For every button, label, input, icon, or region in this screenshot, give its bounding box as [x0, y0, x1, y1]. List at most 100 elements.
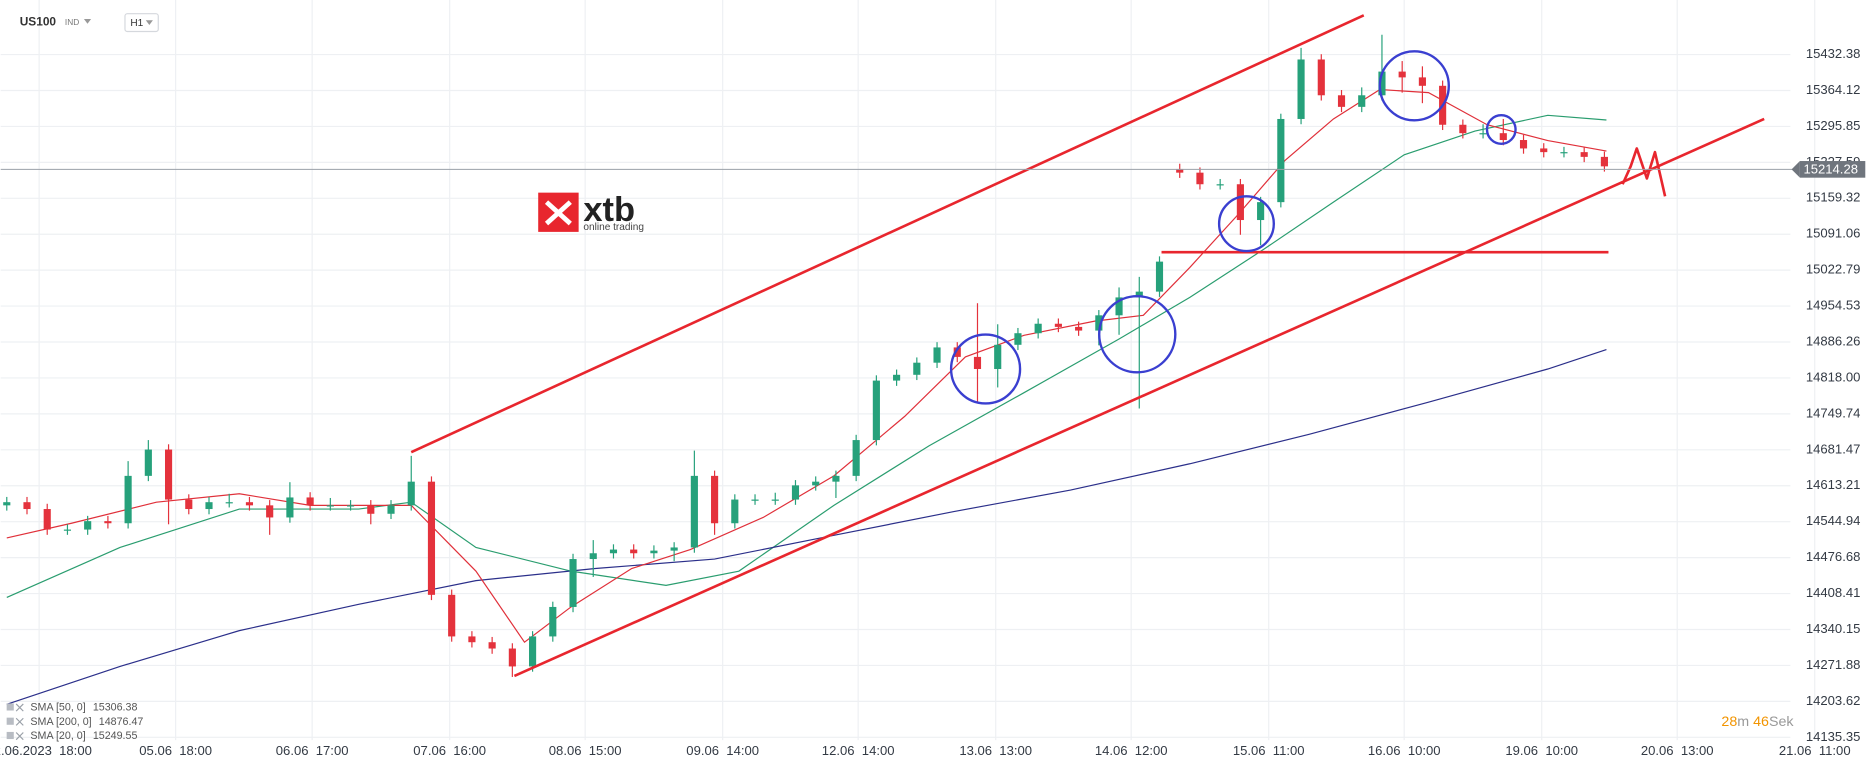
candle-body [893, 374, 901, 381]
logo-tagline: online trading [583, 222, 644, 233]
timeframe-box[interactable] [124, 13, 159, 33]
highlight-circle [1098, 295, 1177, 374]
candle-body [872, 380, 880, 441]
dropdown-arrow[interactable] [145, 20, 153, 25]
legend-entry: SMA [50, 0] 15306.38 [30, 701, 137, 713]
candle-body [1196, 172, 1204, 185]
candle-body [549, 606, 557, 637]
y-tick-label: 14135.35 [1806, 729, 1861, 744]
candle-body [1418, 77, 1426, 86]
x-tick-label: 07.06 16:00 [413, 743, 486, 758]
timer-seconds: 46 [1753, 714, 1769, 730]
y-tick-label: 14749.74 [1806, 405, 1861, 420]
candle-body [468, 636, 476, 643]
timer-seconds-unit: Sek [1769, 714, 1794, 730]
legend-name: SMA [20, 0] [30, 730, 85, 742]
candle-body [488, 642, 496, 649]
timer-minutes-unit: m [1737, 714, 1749, 730]
candle-body [711, 475, 719, 524]
candle-body [306, 497, 314, 506]
candle-body [569, 559, 577, 607]
candle-body [84, 521, 92, 530]
candle-body [1014, 333, 1022, 345]
candle-body [448, 594, 456, 637]
candle-body [1358, 95, 1366, 107]
y-tick-label: 14613.21 [1806, 477, 1861, 492]
candle-body [1054, 323, 1062, 327]
legend-icon [6, 717, 14, 725]
header: US100 IND H1 [20, 13, 159, 33]
y-tick-label: 15364.12 [1806, 82, 1861, 97]
candle-body [913, 362, 921, 375]
last-price-pointer [1791, 161, 1800, 178]
timer-minutes: 28 [1721, 714, 1737, 730]
candle-body [953, 347, 961, 357]
dropdown-arrow[interactable] [83, 19, 92, 24]
candle-body [994, 344, 1002, 370]
candle-body [367, 505, 375, 514]
candle-body [347, 505, 355, 507]
candle-body [1479, 133, 1487, 135]
candle-body [1095, 315, 1103, 331]
legend-value: 15306.38 [93, 701, 138, 713]
candle-body [407, 481, 415, 506]
x-tick-label: 09.06 14:00 [686, 743, 759, 758]
candle-body [1317, 59, 1325, 96]
last-price-box [1799, 161, 1866, 178]
y-tick-label: 15295.85 [1806, 118, 1861, 133]
candle-body [1499, 133, 1507, 141]
x-tick-label: 02.06.2023 18:00 [0, 743, 92, 758]
candle-body [589, 553, 597, 560]
y-tick-label: 14954.53 [1806, 298, 1861, 313]
candle-body [1075, 326, 1083, 331]
logo-brand: xtb [583, 191, 635, 229]
candle-body [1600, 156, 1608, 167]
candle-body [508, 648, 516, 667]
candle-body [185, 499, 193, 510]
candle-body [1216, 184, 1224, 186]
candle-body [1337, 95, 1346, 107]
candle-body [245, 502, 254, 506]
candle-body [1459, 124, 1467, 134]
x-tick-label: 14.06 12:00 [1095, 743, 1168, 758]
candle-body [1540, 148, 1548, 153]
x-tick-label: 12.06 14:00 [822, 743, 895, 758]
candle-body [973, 356, 982, 370]
trend-line [513, 117, 1765, 678]
grid [0, 0, 1816, 741]
candle-body [3, 502, 11, 506]
x-tick-label: 21.06 11:00 [1779, 743, 1851, 758]
candle-body [1519, 140, 1528, 149]
candle-body [1155, 261, 1164, 292]
logo-x [544, 200, 572, 226]
candle-body [427, 481, 436, 595]
legend-close-icon [15, 717, 24, 726]
candle-body [124, 475, 132, 524]
candle-body [791, 485, 800, 500]
highlight-circle [1485, 114, 1517, 145]
x-tick-label: 16.06 10:00 [1368, 743, 1441, 758]
x-tick-label: 19.06 10:00 [1505, 743, 1578, 758]
candle-body [1176, 168, 1184, 173]
symbol[interactable]: US100 [20, 15, 57, 29]
candle-body [933, 347, 941, 363]
candle-body [1115, 297, 1123, 316]
candle-body [1135, 291, 1143, 298]
y-tick-label: 14886.26 [1806, 333, 1861, 348]
candle-body [812, 481, 820, 486]
timeframe[interactable]: H1 [130, 18, 143, 29]
candle-body [1277, 118, 1285, 203]
legend-value: 14876.47 [99, 716, 144, 728]
last-price-label: 15214.28 [1803, 161, 1858, 176]
candle-body [1580, 152, 1588, 157]
candle-body [266, 505, 274, 518]
logo: xtb online trading [538, 191, 644, 233]
market[interactable]: IND [65, 17, 79, 27]
candle-body [1257, 202, 1265, 221]
y-tick-label: 15022.79 [1806, 262, 1861, 277]
x-tick-label: 20.06 13:00 [1641, 743, 1714, 758]
legend-entry: SMA [200, 0] 14876.47 [30, 716, 143, 728]
candle-body [1378, 71, 1386, 96]
candle-body [326, 505, 334, 507]
